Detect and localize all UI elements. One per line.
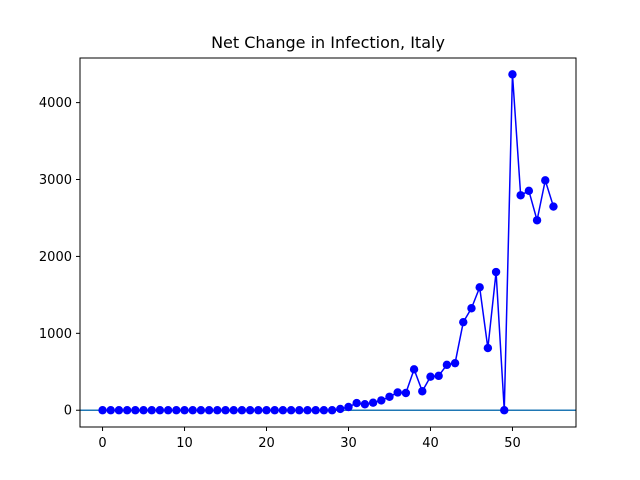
data-point xyxy=(254,406,263,415)
data-point xyxy=(131,406,140,415)
data-point xyxy=(286,406,296,415)
data-point xyxy=(278,406,288,415)
data-point xyxy=(524,186,534,196)
data-point xyxy=(434,371,443,381)
y-tick-label: 3000 xyxy=(39,173,72,188)
x-tick-label: 0 xyxy=(98,436,106,451)
data-point xyxy=(147,406,156,415)
data-point xyxy=(483,343,493,353)
y-tick-label: 2000 xyxy=(39,250,72,265)
data-point xyxy=(311,406,320,415)
x-tick-label: 30 xyxy=(340,436,357,451)
data-point xyxy=(409,365,419,374)
y-tick-label: 1000 xyxy=(39,327,72,342)
data-point xyxy=(221,406,230,415)
data-point xyxy=(352,398,361,408)
plot-area: 0 10 20 30 40 50 0 1000 2000 3000 4000 xyxy=(39,70,576,451)
x-tick-label: 40 xyxy=(422,436,439,451)
data-point xyxy=(163,406,173,415)
data-point xyxy=(377,396,386,405)
data-point xyxy=(270,406,279,415)
data-point xyxy=(459,317,468,327)
data-point xyxy=(327,406,337,415)
y-tick-label: 0 xyxy=(64,404,72,419)
x-tick-label: 20 xyxy=(258,436,275,451)
data-point xyxy=(122,406,132,415)
data-point xyxy=(106,406,115,415)
data-point xyxy=(368,398,378,407)
plot-frame xyxy=(79,57,577,428)
data-point xyxy=(155,406,165,415)
data-point xyxy=(262,406,271,415)
data-point xyxy=(344,402,353,412)
data-point xyxy=(516,191,525,200)
data-point xyxy=(360,400,370,409)
y-tick-label: 4000 xyxy=(39,96,72,111)
data-point xyxy=(188,406,197,415)
data-point xyxy=(393,388,402,397)
data-point xyxy=(245,406,255,415)
data-point xyxy=(532,216,542,225)
data-point xyxy=(237,406,247,415)
data-point xyxy=(114,406,124,415)
data-point xyxy=(98,406,107,415)
data-point xyxy=(500,406,509,415)
data-point xyxy=(229,406,238,415)
data-point xyxy=(467,304,476,313)
data-point xyxy=(442,360,452,370)
data-point xyxy=(491,267,501,277)
data-point xyxy=(180,406,189,415)
data-point xyxy=(319,406,329,415)
data-point xyxy=(172,406,181,415)
data-point xyxy=(450,358,460,368)
data-point xyxy=(401,388,411,398)
data-point xyxy=(426,372,435,381)
data-point xyxy=(336,404,345,414)
chart-title: Net Change in Infection, Italy xyxy=(211,33,445,52)
data-point xyxy=(475,283,484,292)
x-tick-label: 10 xyxy=(176,436,193,451)
data-point xyxy=(541,176,550,185)
data-point xyxy=(213,406,222,415)
data-point xyxy=(303,406,312,415)
data-point xyxy=(508,70,517,79)
data-point xyxy=(385,392,394,401)
data-point xyxy=(295,406,304,415)
x-tick-label: 50 xyxy=(504,436,521,451)
data-point xyxy=(549,202,558,211)
data-point xyxy=(204,406,214,415)
data-point xyxy=(418,387,427,396)
data-point xyxy=(139,406,148,415)
data-point xyxy=(196,406,206,415)
